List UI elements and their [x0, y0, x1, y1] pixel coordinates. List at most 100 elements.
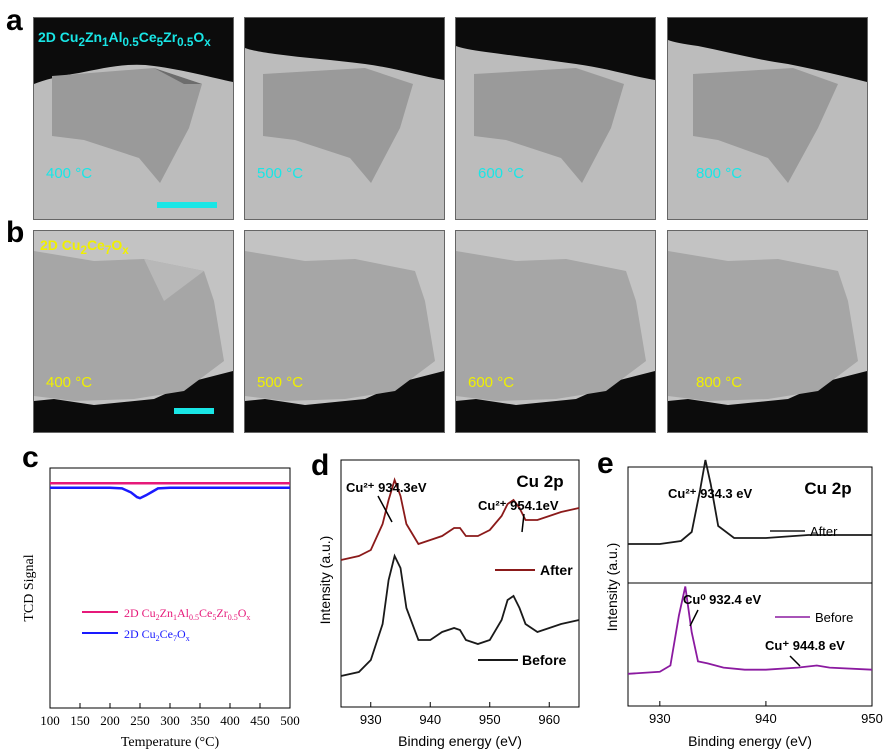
chart-d-xlabel: Binding energy (eV)	[398, 733, 522, 749]
c-ticks-tick-label-2: 200	[100, 713, 120, 728]
chart-d-legend-before: Before	[522, 652, 567, 668]
tem-image-b-1-graphic	[34, 251, 233, 432]
chart-c-xlabel: Temperature (°C)	[121, 735, 220, 750]
tem-image-b-3: 600 °C	[455, 230, 656, 433]
d-ticks-tick-label-3: 960	[538, 712, 560, 727]
legend-2-p3: 7	[173, 634, 177, 643]
c-ticks-tick-label-0: 100	[40, 713, 60, 728]
sample-a-ce: Ce	[138, 29, 157, 45]
temp-label-a-3: 600 °C	[478, 165, 525, 182]
sample-label-a: 2D Cu2Zn1Al0.5Ce5Zr0.5Ox	[38, 29, 211, 49]
temp-label-b-3: 600 °C	[468, 374, 515, 391]
sample-b-sub-1: 2	[80, 243, 87, 257]
sample-a-sub-4: 5	[156, 35, 164, 49]
chart-e-frame	[627, 466, 873, 707]
legend-2-p2: Ce	[160, 627, 173, 641]
legend-1-p6: Ce	[199, 606, 212, 620]
e-series-line-0	[628, 459, 872, 545]
panel-letter-d: d	[311, 449, 330, 482]
c-ticks-tick-label-7: 450	[250, 713, 270, 728]
c-ticks-tick-label-5: 350	[190, 713, 210, 728]
chart-c-ylabel: TCD Signal	[22, 554, 37, 621]
c-ticks-tick-label-6: 400	[220, 713, 240, 728]
e-ticks-tick-label-1: 940	[755, 711, 777, 726]
d-series-line-0	[340, 477, 580, 561]
chart-e-annotation-1: Cu²⁺ 934.3 eV	[668, 486, 753, 501]
sample-b-ce: Ce	[86, 237, 105, 253]
tem-image-a-2: 500 °C	[244, 17, 445, 220]
c-ticks-tick-label-3: 250	[130, 713, 150, 728]
sample-a-sub-6: x	[204, 35, 211, 49]
chart-d-ylabel: Intensity (a.u.)	[317, 536, 333, 625]
e-series-line-1	[627, 586, 873, 675]
panel-letter-c: c	[22, 441, 39, 474]
legend-1-p5: 0.5	[189, 613, 199, 622]
chart-c-legend-text-1: 2D Cu2Zn1Al0.5Ce5Zr0.5Ox	[124, 606, 250, 622]
c-ticks-tick-label-8: 500	[280, 713, 300, 728]
tem-image-b-3-graphic	[456, 251, 655, 432]
sample-b-text: 2D Cu	[40, 237, 81, 253]
legend-1-p11: x	[246, 613, 250, 622]
tem-image-a-3-graphic	[456, 18, 655, 183]
sample-a-al: Al	[108, 29, 123, 45]
chart-d-series	[340, 477, 580, 677]
chart-e-ylabel: Intensity (a.u.)	[604, 543, 620, 632]
legend-1-p8: Zr	[216, 606, 227, 620]
legend-1-p1: 2	[156, 613, 160, 622]
chart-d-arrow-1	[377, 495, 393, 523]
d-ticks-tick-label-1: 940	[419, 712, 441, 727]
tem-image-a-1-graphic	[34, 18, 233, 183]
panel-letter-a: a	[6, 4, 23, 37]
chart-e-series	[627, 459, 873, 675]
tem-image-b-4-graphic	[668, 251, 867, 432]
tem-image-a-3: 600 °C	[455, 17, 656, 220]
legend-2-p0: 2D Cu	[124, 627, 156, 641]
c-ticks-tick-label-1: 150	[70, 713, 90, 728]
tem-image-b-2: 500 °C	[244, 230, 445, 433]
legend-1-p9: 0.5	[228, 613, 238, 622]
d-series-line-1	[340, 553, 580, 677]
sample-a-sub-3: 0.5	[122, 35, 139, 49]
chart-c-series	[50, 481, 290, 500]
temp-label-b-2: 500 °C	[257, 374, 304, 391]
chart-d-arrow-2	[521, 513, 525, 533]
legend-1-p4: Al	[177, 606, 190, 620]
sample-a-sub-1: 2	[78, 35, 85, 49]
chart-d-legend-after: After	[540, 562, 573, 578]
chart-c-ticks: 100 150 200 250 300 350 400 450 500	[40, 703, 300, 728]
legend-2-p4: O	[177, 627, 186, 641]
temp-label-b-4: 800 °C	[696, 374, 743, 391]
chart-c-frame	[49, 467, 291, 709]
tem-image-a-4: 800 °C	[667, 17, 868, 220]
sample-b-sub-2: 7	[104, 243, 112, 257]
sample-a-zn: Zn	[84, 29, 103, 45]
temp-label-a-4: 800 °C	[696, 165, 743, 182]
sample-a-sub-2: 1	[102, 35, 109, 49]
legend-2-p1: 2	[156, 634, 160, 643]
legend-1-p3: 1	[173, 613, 177, 622]
chart-e-annotation-2: Cu⁰ 932.4 eV	[683, 592, 762, 607]
chart-e-arrow-2	[789, 655, 801, 667]
legend-1-p2: Zn	[160, 606, 173, 620]
c-series-line-1	[50, 486, 290, 500]
tem-image-b-1: 2D Cu2Ce7Ox 400 °C	[33, 230, 234, 433]
scale-bar-a	[157, 202, 217, 208]
tem-image-a-1: 2D Cu2Zn1Al0.5Ce5Zr0.5Ox 400 °C	[33, 17, 234, 220]
tem-image-a-4-graphic	[668, 18, 867, 183]
temp-label-b-1: 400 °C	[46, 374, 93, 391]
chart-d-annotation-2: Cu²⁺ 954.1eV	[478, 498, 559, 513]
tem-image-b-2-graphic	[245, 251, 444, 432]
chart-d-ticks: 930 940 950 960	[360, 702, 560, 727]
legend-1-p0: 2D Cu	[124, 606, 156, 620]
chart-e-title: Cu 2p	[804, 479, 851, 498]
chart-d-title: Cu 2p	[516, 472, 563, 491]
sample-a-o: O	[193, 29, 205, 45]
sample-a-text: 2D Cu	[38, 29, 79, 45]
chart-e-annotation-3: Cu⁺ 944.8 eV	[765, 638, 845, 653]
chart-e-xlabel: Binding energy (eV)	[688, 733, 812, 749]
chart-d-frame	[340, 459, 580, 708]
sample-a-sub-5: 0.5	[177, 35, 194, 49]
chart-e-legend-after: After	[810, 524, 838, 539]
legend-1-p10: O	[238, 606, 247, 620]
temp-label-a-1: 400 °C	[46, 165, 93, 182]
